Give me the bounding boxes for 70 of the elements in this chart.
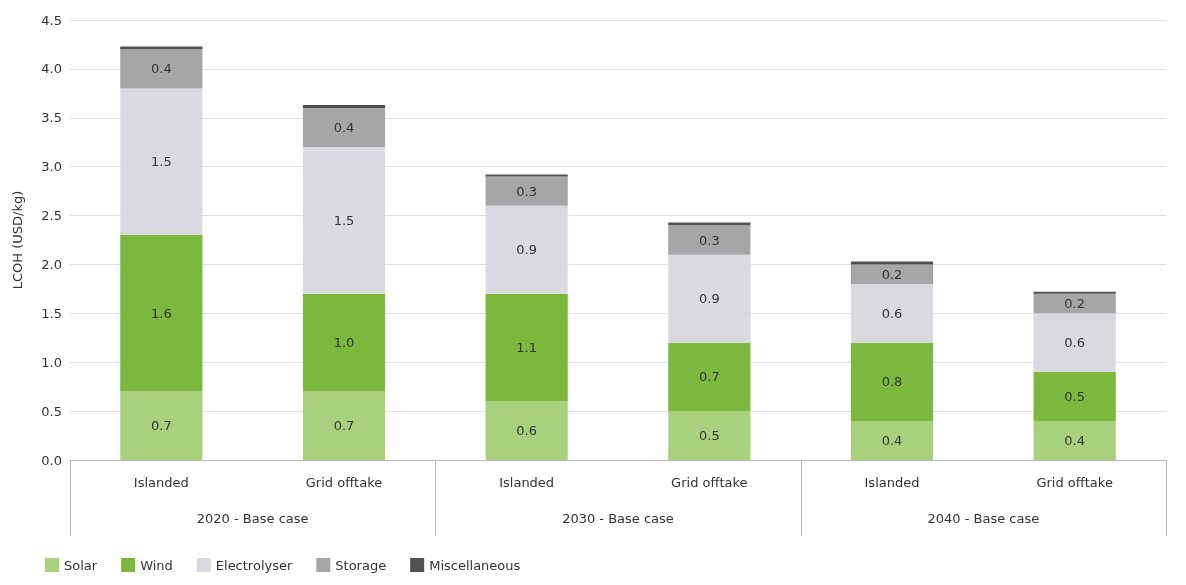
bar bbox=[302, 293, 386, 392]
y-tick-label: 3.0 bbox=[41, 159, 62, 175]
data-label: 0.9 bbox=[698, 291, 720, 307]
y-tick-label: 0.0 bbox=[41, 452, 62, 468]
bar bbox=[1033, 372, 1116, 421]
data-label: 0.5 bbox=[698, 428, 720, 444]
data-label: 0.7 bbox=[150, 418, 172, 434]
bar bbox=[302, 105, 386, 108]
data-label: 0.4 bbox=[333, 120, 355, 136]
y-tick-label: 0.5 bbox=[41, 403, 62, 419]
y-tick-label: 1.5 bbox=[41, 305, 62, 321]
bar bbox=[302, 108, 386, 148]
y-tick-label: 1.0 bbox=[41, 354, 62, 370]
bar bbox=[120, 391, 203, 460]
data-label: 1.0 bbox=[333, 335, 355, 351]
x-tick-label: Grid offtake bbox=[305, 475, 383, 490]
legend-label: Electrolyser bbox=[215, 557, 293, 573]
bar bbox=[302, 391, 386, 460]
y-axis-title: LCOH (USD/kg) bbox=[10, 190, 25, 290]
bar bbox=[850, 420, 934, 460]
data-label: 1.6 bbox=[150, 305, 172, 321]
bar bbox=[668, 222, 751, 226]
bar bbox=[668, 225, 751, 255]
data-label: 0.3 bbox=[698, 232, 720, 248]
y-tick-label: 4.0 bbox=[41, 61, 62, 77]
x-tick-label: Grid offtake bbox=[1036, 475, 1113, 490]
bar bbox=[668, 411, 751, 460]
data-label: 0.6 bbox=[516, 423, 538, 439]
data-label: 0.4 bbox=[150, 61, 172, 77]
x-tick-label: Islanded bbox=[864, 475, 920, 490]
y-tick-label: 2.0 bbox=[41, 256, 62, 272]
text: 2030 - Base case bbox=[562, 511, 674, 526]
text: 2020 - Base case bbox=[196, 511, 309, 526]
data-label: 0.6 bbox=[881, 305, 903, 321]
bar bbox=[120, 46, 203, 50]
bar bbox=[668, 342, 751, 412]
bar bbox=[850, 342, 934, 421]
legend-label: Miscellaneous bbox=[429, 557, 521, 573]
bar bbox=[485, 176, 568, 206]
data-label: 0.4 bbox=[881, 432, 903, 448]
data-label: 1.5 bbox=[333, 212, 355, 228]
data-label: 1.5 bbox=[150, 154, 172, 170]
bar bbox=[850, 264, 934, 284]
legend-label: Solar bbox=[64, 557, 98, 573]
data-label: 0.3 bbox=[516, 183, 538, 199]
bar bbox=[1033, 420, 1116, 460]
bar bbox=[120, 49, 203, 89]
bar bbox=[120, 235, 203, 392]
data-label: 0.7 bbox=[333, 418, 355, 434]
x-tick-label: Grid offtake bbox=[671, 475, 748, 490]
data-label: 0.9 bbox=[516, 242, 538, 258]
legend-label: Storage bbox=[335, 557, 387, 573]
text: 2040 - Base case bbox=[927, 511, 1040, 526]
data-label: 1.1 bbox=[516, 340, 538, 356]
x-tick-label: Islanded bbox=[133, 475, 189, 490]
data-label: 0.7 bbox=[698, 369, 720, 385]
bar bbox=[485, 401, 568, 460]
y-tick-label: 3.5 bbox=[41, 110, 62, 126]
legend-label: Wind bbox=[140, 557, 173, 573]
data-label: 0.5 bbox=[1064, 388, 1086, 404]
y-tick-label: 4.5 bbox=[41, 12, 62, 28]
y-tick-label: 2.5 bbox=[41, 208, 62, 224]
data-label: 0.6 bbox=[1064, 335, 1086, 351]
x-tick-label: Islanded bbox=[499, 475, 555, 490]
data-label: 0.4 bbox=[1064, 432, 1086, 448]
bar bbox=[1033, 293, 1116, 314]
bar bbox=[485, 293, 568, 402]
data-label: 0.2 bbox=[1064, 296, 1086, 312]
data-label: 0.2 bbox=[881, 266, 903, 282]
data-label: 0.8 bbox=[881, 374, 903, 390]
